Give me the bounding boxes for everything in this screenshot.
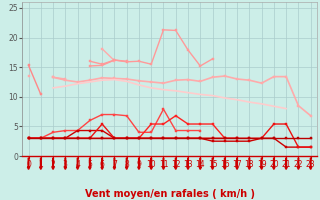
X-axis label: Vent moyen/en rafales ( km/h ): Vent moyen/en rafales ( km/h ) xyxy=(84,189,255,199)
